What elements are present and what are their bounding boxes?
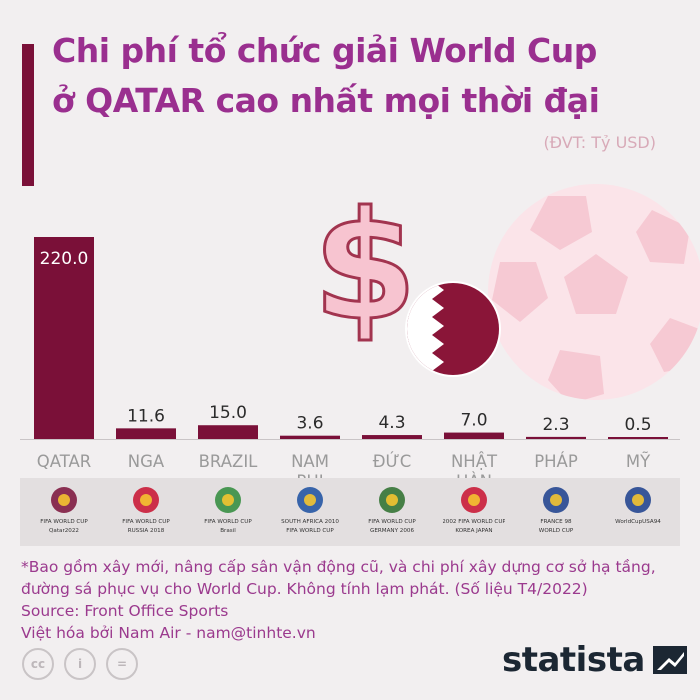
russia-2018-logo-icon: FIFA WORLD CUP RUSSIA 2018	[115, 482, 177, 542]
svg-text:2002 FIFA WORLD CUP: 2002 FIFA WORLD CUP	[443, 519, 505, 525]
equals-icon[interactable]: =	[106, 648, 138, 680]
category-label-0: QATAR	[37, 452, 92, 471]
source-text: Source: Front Office Sports	[21, 602, 229, 620]
title-line-2: ở QATAR cao nhất mọi thời đại	[52, 81, 600, 120]
qatar-2022-logo-icon: FIFA WORLD CUP Qatar2022	[33, 482, 95, 542]
svg-text:FIFA WORLD CUP: FIFA WORLD CUP	[368, 519, 416, 525]
svg-text:FIFA WORLD CUP: FIFA WORLD CUP	[204, 519, 252, 525]
bar-7	[608, 437, 668, 439]
bar-2	[198, 425, 258, 439]
chart-title: Chi phí tổ chức giải World Cup ở QATAR c…	[52, 26, 682, 126]
germany-2006-logo-icon: FIFA WORLD CUP GERMANY 2006	[361, 482, 423, 542]
qatar-flag-icon	[405, 281, 501, 377]
value-label-0: 220.0	[40, 249, 89, 269]
footnote: *Bao gồm xây mới, nâng cấp sân vận động …	[21, 556, 691, 644]
value-label-6: 2.3	[542, 415, 569, 435]
accent-bar	[22, 44, 34, 186]
svg-text:KOREA JAPAN: KOREA JAPAN	[455, 528, 492, 534]
brand-name: statista	[502, 640, 645, 680]
svg-text:Qatar2022: Qatar2022	[49, 528, 79, 534]
bar-1	[116, 428, 176, 439]
value-label-3: 3.6	[296, 414, 323, 434]
svg-text:WorldCupUSA94: WorldCupUSA94	[615, 519, 661, 525]
category-label-2: BRAZIL	[199, 452, 259, 471]
svg-text:Brasil: Brasil	[220, 528, 236, 534]
category-label-4: ĐỨC	[373, 452, 411, 471]
svg-text:FIFA WORLD CUP: FIFA WORLD CUP	[122, 519, 170, 525]
value-label-1: 11.6	[127, 406, 165, 426]
unit-label: (ĐVT: Tỷ USD)	[543, 133, 656, 152]
south-africa-2010-logo-icon: SOUTH AFRICA 2010 FIFA WORLD CUP	[279, 482, 341, 542]
svg-text:FIFA WORLD CUP: FIFA WORLD CUP	[40, 519, 88, 525]
bar-0	[34, 237, 94, 439]
bar-4	[362, 435, 422, 439]
person-icon[interactable]: i	[64, 648, 96, 680]
title-line-1: Chi phí tổ chức giải World Cup	[52, 31, 597, 70]
svg-text:FIFA WORLD CUP: FIFA WORLD CUP	[286, 528, 334, 534]
svg-text:$: $	[313, 180, 417, 354]
value-label-4: 4.3	[378, 413, 405, 433]
credit-text: Việt hóa bởi Nam Air - nam@tinhte.vn	[21, 624, 316, 642]
bar-5	[444, 432, 504, 439]
bar-6	[526, 436, 586, 439]
value-label-7: 0.5	[624, 415, 651, 435]
statista-brand[interactable]: statista	[502, 640, 687, 680]
category-label-6: PHÁP	[534, 452, 578, 471]
france-98-logo-icon: FRANCE 98 WORLD CUP	[525, 482, 587, 542]
footnote-line-1: *Bao gồm xây mới, nâng cấp sân vận động …	[21, 558, 656, 576]
svg-text:SOUTH AFRICA 2010: SOUTH AFRICA 2010	[281, 519, 339, 525]
category-label-5: NHẬT	[451, 452, 498, 471]
category-label-3: NAM	[291, 452, 329, 471]
brasil-2014-logo-icon: FIFA WORLD CUP Brasil	[197, 482, 259, 542]
svg-text:GERMANY 2006: GERMANY 2006	[370, 528, 414, 534]
category-label-7: MỸ	[626, 452, 651, 471]
footnote-line-2: đường sá phục vụ cho World Cup. Không tí…	[21, 580, 588, 598]
bar-3	[280, 435, 340, 439]
svg-text:FRANCE 98: FRANCE 98	[540, 519, 572, 525]
category-label-1: NGA	[128, 452, 165, 471]
license-icons: cc i =	[22, 648, 138, 680]
svg-text:WORLD CUP: WORLD CUP	[539, 528, 574, 534]
korea-japan-2002-logo-icon: 2002 FIFA WORLD CUP KOREA JAPAN	[442, 482, 506, 542]
svg-text:RUSSIA 2018: RUSSIA 2018	[128, 528, 165, 534]
football-icon	[488, 184, 700, 400]
statista-logo-icon	[652, 646, 687, 674]
cc-icon[interactable]: cc	[22, 648, 54, 680]
logo-strip	[20, 478, 680, 546]
usa-94-logo-icon: WorldCupUSA94	[607, 482, 669, 542]
dollar-sign-icon: $	[311, 179, 418, 356]
value-label-5: 7.0	[460, 411, 487, 431]
value-label-2: 15.0	[209, 403, 247, 423]
